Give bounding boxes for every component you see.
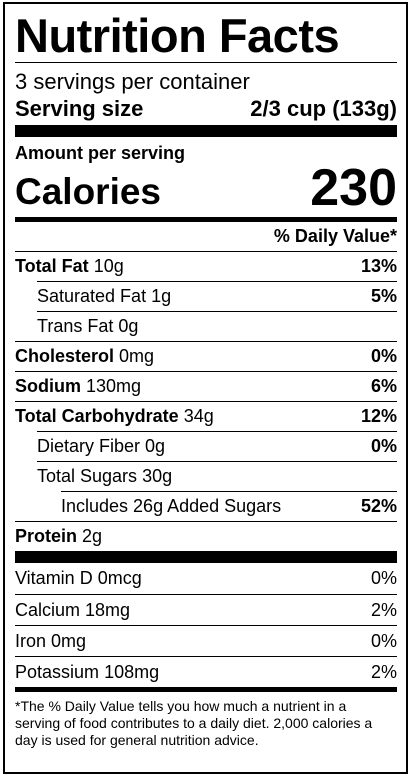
vitamin-row-calcium: Calcium 18mg 2% bbox=[15, 594, 397, 625]
nutrient-amount: 1g bbox=[151, 286, 172, 306]
nutrient-name: Cholesterol bbox=[15, 346, 115, 366]
nutrient-dv: 6% bbox=[370, 376, 397, 396]
vitamin-name: Vitamin D bbox=[15, 568, 93, 588]
nutrient-row-sodium: Sodium 130mg 6% bbox=[15, 371, 397, 401]
thick-divider bbox=[15, 551, 397, 563]
nutrient-amount: 0mg bbox=[119, 346, 155, 366]
nutrient-amount: 0g bbox=[145, 436, 166, 456]
medium-divider bbox=[15, 687, 397, 692]
nutrient-dv: 0% bbox=[370, 346, 397, 366]
vitamin-row-iron: Iron 0mg 0% bbox=[15, 625, 397, 656]
vitamin-dv: 2% bbox=[370, 599, 397, 620]
vitamin-row-potassium: Potassium 108mg 2% bbox=[15, 656, 397, 687]
label-title: Nutrition Facts bbox=[15, 9, 340, 62]
nutrient-dv: 5% bbox=[370, 286, 397, 306]
nutrient-dv: 12% bbox=[360, 406, 397, 426]
nutrient-row-saturated-fat: Saturated Fat 1g 5% bbox=[37, 281, 397, 311]
nutrient-row-total-fat: Total Fat 10g 13% bbox=[15, 251, 397, 281]
nutrient-name: Dietary Fiber bbox=[37, 436, 141, 456]
nutrient-dv: 13% bbox=[360, 256, 397, 276]
thick-divider bbox=[15, 125, 397, 137]
vitamin-amount: 0mg bbox=[51, 630, 87, 651]
nutrient-name: Saturated Fat bbox=[37, 286, 147, 306]
nutrient-row-total-sugars: Total Sugars 30g bbox=[37, 461, 397, 491]
serving-size-row: Serving size 2/3 cup (133g) bbox=[15, 95, 397, 125]
vitamin-name: Calcium bbox=[15, 599, 81, 620]
nutrition-facts-label: Nutrition Facts 3 servings per container… bbox=[3, 2, 408, 774]
nutrient-amount: 2g bbox=[82, 526, 103, 546]
vitamin-dv: 2% bbox=[370, 661, 397, 682]
nutrient-amount: 34g bbox=[183, 406, 214, 426]
vitamin-name: Potassium bbox=[15, 661, 100, 682]
nutrient-row-added-sugars: Includes 26g Added Sugars 52% bbox=[61, 491, 397, 521]
nutrient-name: Sodium bbox=[15, 376, 81, 396]
nutrient-amount: 30g bbox=[142, 466, 173, 486]
nutrient-row-protein: Protein 2g bbox=[15, 521, 397, 551]
medium-divider bbox=[15, 217, 397, 222]
nutrient-name: Total Sugars bbox=[37, 466, 138, 486]
calories-value: 230 bbox=[310, 159, 397, 217]
vitamin-amount: 108mg bbox=[104, 661, 160, 682]
vitamin-row-vitamin-d: Vitamin D 0mcg 0% bbox=[15, 563, 397, 594]
serving-size-value: 2/3 cup (133g) bbox=[250, 96, 397, 121]
nutrient-row-total-carbohydrate: Total Carbohydrate 34g 12% bbox=[15, 401, 397, 431]
nutrient-dv: 0% bbox=[370, 436, 397, 456]
vitamin-dv: 0% bbox=[370, 568, 397, 588]
servings-per-container: 3 servings per container bbox=[15, 69, 250, 94]
nutrient-amount: 10g bbox=[93, 256, 124, 276]
calories-label: Calories bbox=[15, 171, 162, 212]
nutrient-row-trans-fat: Trans Fat 0g bbox=[37, 311, 397, 341]
nutrient-name: Total Carbohydrate bbox=[15, 406, 179, 426]
serving-size-label: Serving size bbox=[15, 96, 144, 121]
nutrient-row-cholesterol: Cholesterol 0mg 0% bbox=[15, 341, 397, 371]
nutrient-name: Includes 26g Added Sugars bbox=[61, 496, 282, 516]
nutrient-amount: 0g bbox=[118, 316, 139, 336]
footnote: *The % Daily Value tells you how much a … bbox=[15, 698, 373, 748]
calories-row: Calories 230 bbox=[15, 159, 397, 217]
nutrient-name: Trans Fat bbox=[37, 316, 114, 336]
nutrient-name: Protein bbox=[15, 526, 78, 546]
vitamin-dv: 0% bbox=[370, 630, 397, 651]
nutrient-row-dietary-fiber: Dietary Fiber 0g 0% bbox=[37, 431, 397, 461]
vitamin-name: Iron bbox=[15, 630, 47, 651]
nutrient-dv: 52% bbox=[360, 496, 397, 516]
vitamin-amount: 18mg bbox=[85, 599, 131, 620]
divider bbox=[15, 62, 397, 63]
nutrient-name: Total Fat bbox=[15, 256, 89, 276]
nutrient-amount: 130mg bbox=[86, 376, 142, 396]
vitamin-amount: 0mcg bbox=[97, 568, 142, 588]
daily-value-header: % Daily Value* bbox=[273, 226, 397, 246]
amount-per-serving: Amount per serving bbox=[15, 143, 186, 163]
